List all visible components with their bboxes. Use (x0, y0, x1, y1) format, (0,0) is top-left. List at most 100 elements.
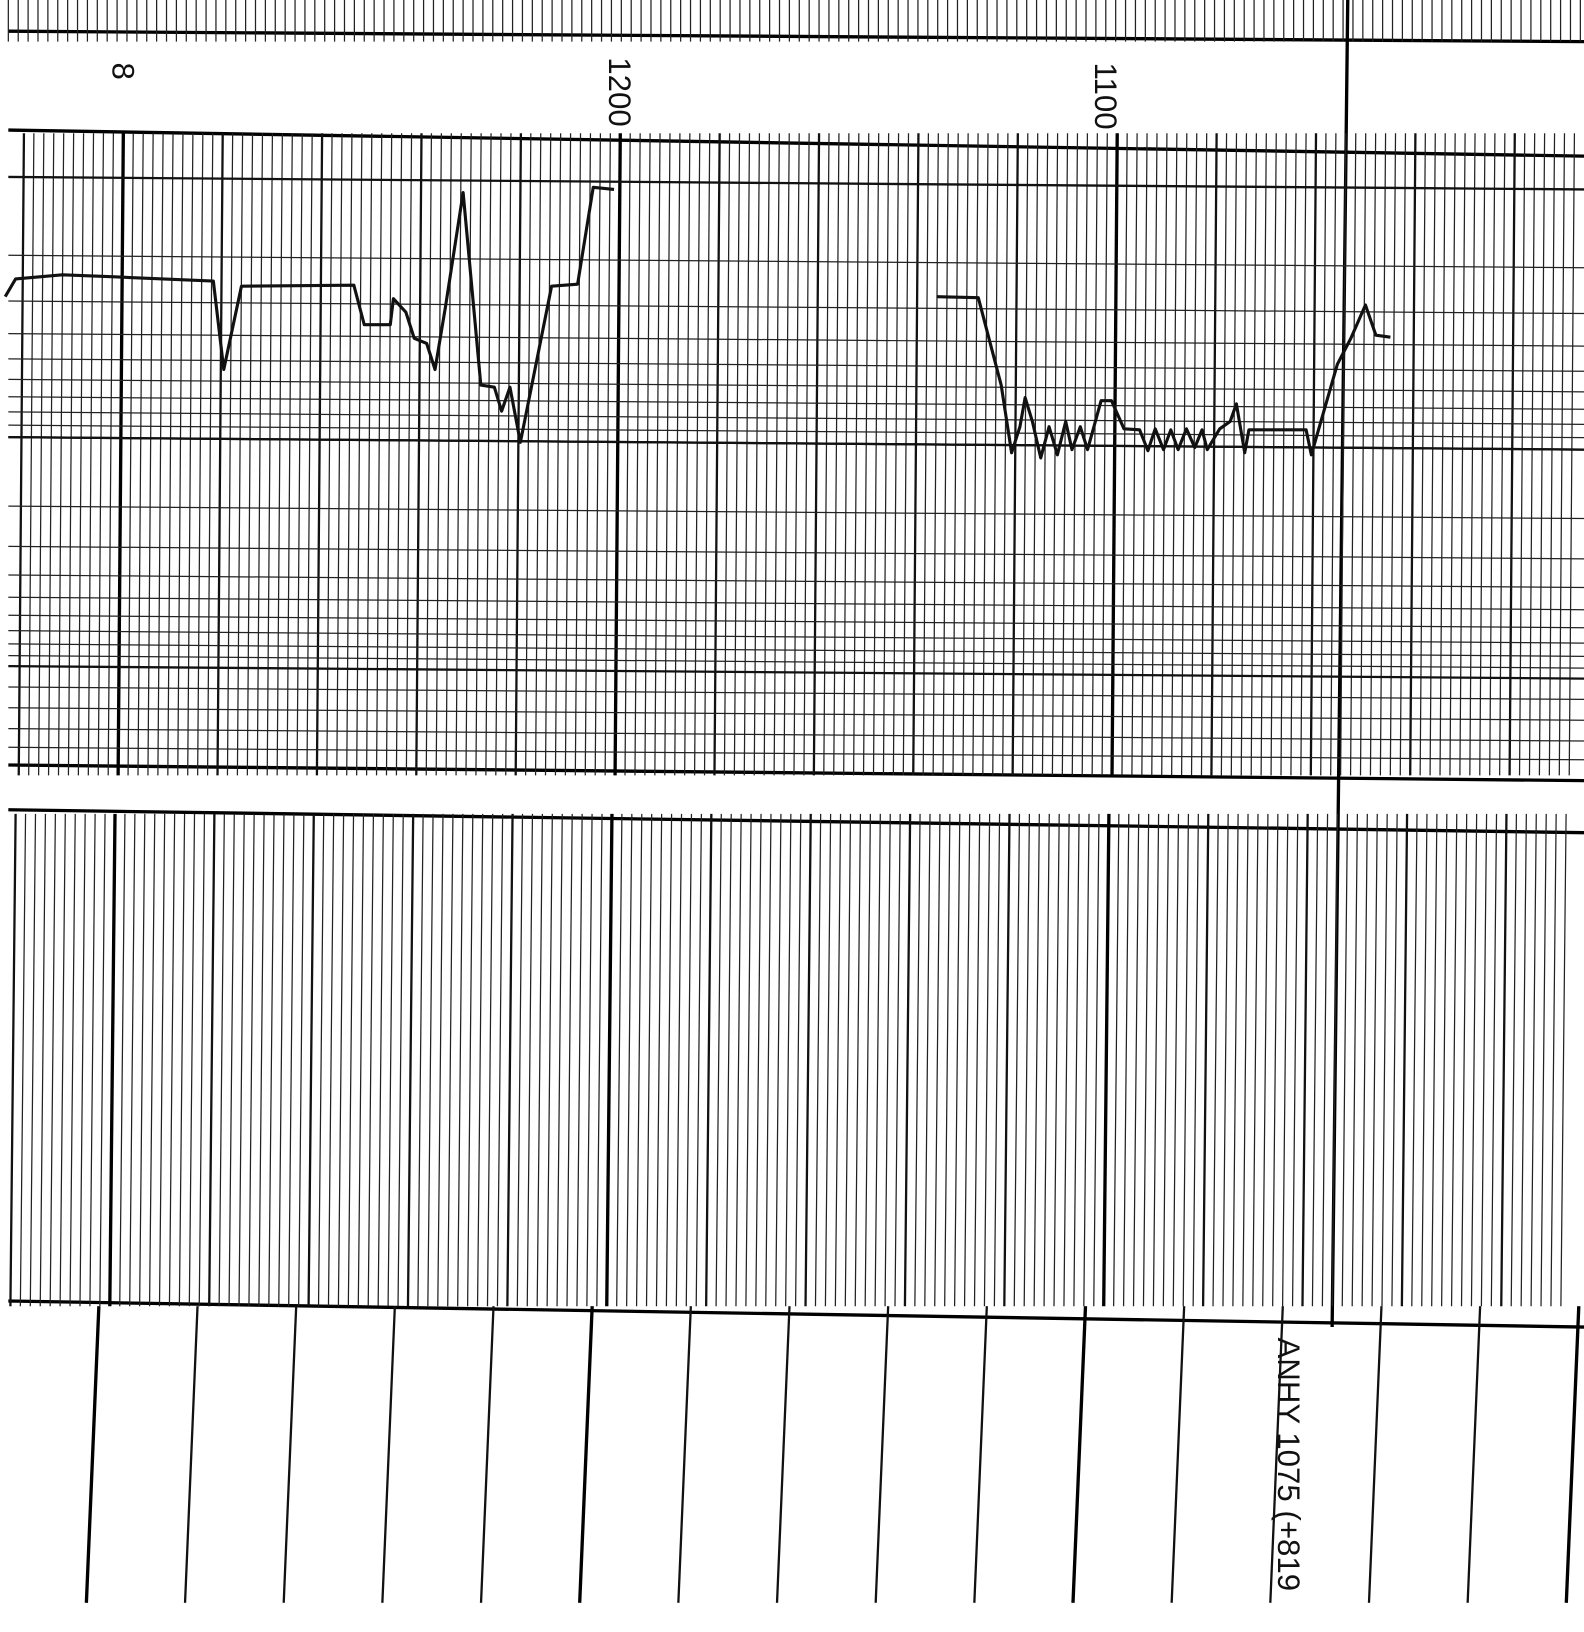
grid-line (1538, 133, 1546, 776)
grid-line (59, 813, 66, 1307)
grid-line (544, 133, 552, 776)
grid-line (1301, 813, 1309, 1307)
grid-line (381, 1306, 396, 1603)
grid-line (1053, 813, 1060, 1307)
grid-line (677, 1306, 692, 1603)
grid-line (1171, 133, 1178, 776)
grid-line (1230, 133, 1238, 776)
grid-line (654, 133, 661, 776)
grid-line (1093, 813, 1100, 1307)
grid-line (137, 133, 144, 776)
grid-line (365, 133, 373, 776)
grid-line (1339, 133, 1347, 776)
grid-line (852, 133, 860, 776)
grid-line (1051, 133, 1059, 776)
grid-line (892, 133, 900, 776)
grid-line (437, 813, 444, 1307)
grid-line (814, 813, 822, 1307)
grid-line (1152, 813, 1160, 1307)
grid-line (804, 813, 812, 1307)
grid-line (1269, 1306, 1284, 1603)
grid-line (1490, 813, 1498, 1307)
grid-line (8, 574, 1584, 589)
grid-line (992, 133, 999, 776)
grid (7, 0, 1584, 1603)
grid-line (67, 133, 75, 776)
grid-line (1242, 813, 1249, 1307)
grid-line (8, 654, 1584, 669)
annotation: ANHY 1075 (+819 (1271, 1337, 1306, 1591)
grid-line (693, 133, 701, 776)
grid-line (177, 133, 184, 776)
grid-line (1113, 813, 1120, 1307)
grid-line (8, 746, 1584, 761)
grid-line (326, 133, 333, 776)
grid-line (1260, 133, 1267, 776)
grid-line (1349, 133, 1357, 776)
grid-line (228, 813, 235, 1307)
grid-line (1371, 813, 1378, 1307)
grid-line (914, 813, 921, 1307)
grid-line (1449, 133, 1456, 776)
grid-line (8, 808, 1584, 835)
grid-line (475, 133, 482, 776)
grid-line (8, 545, 1584, 560)
grid-line (1508, 133, 1516, 776)
grid-line (1043, 813, 1050, 1307)
grid-line (1560, 813, 1567, 1307)
grid-line (415, 133, 423, 776)
grid-line (276, 133, 283, 776)
grid-line (266, 133, 274, 776)
grid-line (1351, 813, 1359, 1307)
grid-line (336, 133, 343, 776)
grid-line (973, 1306, 988, 1603)
grid-line (674, 133, 681, 776)
grid-line (1331, 813, 1339, 1307)
grid-line (773, 133, 780, 776)
grid-line (445, 133, 452, 776)
grid-line (486, 813, 494, 1307)
grid-line (514, 133, 523, 776)
grid-line (1367, 1306, 1383, 1603)
grid-line (1399, 133, 1407, 776)
grid-line (882, 133, 890, 776)
grid-line (526, 813, 534, 1307)
grid-line (1564, 1306, 1581, 1603)
grid-line (902, 133, 910, 776)
grid-line (168, 813, 176, 1307)
grid-line (516, 813, 524, 1307)
grid-line (8, 505, 1584, 520)
grid-line (755, 813, 762, 1307)
grid-line (1232, 813, 1239, 1307)
grid-line (288, 813, 295, 1307)
grid-line (1441, 813, 1448, 1307)
grid-line (1002, 133, 1009, 776)
grid-line (278, 813, 285, 1307)
grid-line (375, 133, 383, 776)
grid-line (387, 813, 394, 1307)
grid-line (725, 813, 732, 1307)
grid-line (1341, 813, 1349, 1307)
grid-line (238, 813, 245, 1307)
grid-line (8, 358, 1584, 372)
grid-line (536, 813, 544, 1307)
grid-line (524, 133, 532, 776)
grid-line (1061, 133, 1069, 776)
grid-line (1489, 133, 1496, 776)
grid-line (624, 133, 631, 776)
grid-line (983, 813, 991, 1307)
grid-line (655, 813, 663, 1307)
grid-line (226, 133, 234, 776)
grid-line (1466, 1306, 1482, 1603)
grid-line (1321, 813, 1329, 1307)
grid-line (1192, 813, 1199, 1307)
grid-line (982, 133, 989, 776)
grid-line (1470, 813, 1478, 1307)
grid-line (1409, 133, 1417, 776)
grid-line (197, 133, 204, 776)
grid-line (735, 813, 742, 1307)
grid-line (1320, 133, 1327, 776)
grid-line (397, 813, 404, 1307)
grid-line (1540, 813, 1547, 1307)
grid-line (1419, 133, 1426, 776)
